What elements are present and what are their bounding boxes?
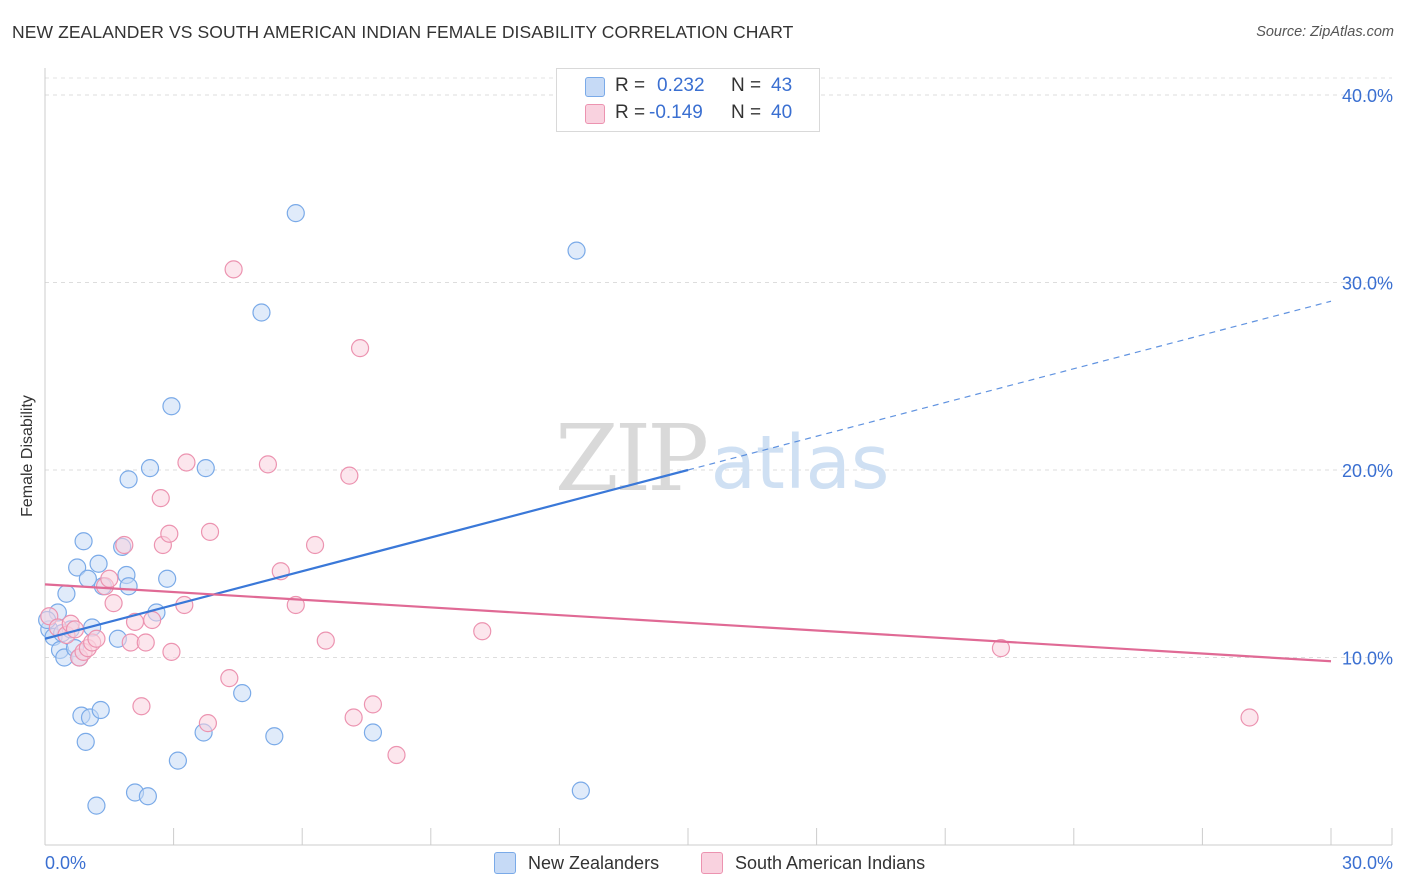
source-label: Source: ZipAtlas.com bbox=[1256, 24, 1394, 40]
point-south-american-indians bbox=[220, 669, 239, 688]
watermark-atlas: atlas bbox=[711, 420, 890, 506]
point-south-american-indians bbox=[473, 622, 492, 641]
legend-swatch bbox=[494, 852, 516, 874]
n-value: 40 bbox=[771, 102, 793, 123]
point-new-zealanders bbox=[286, 204, 305, 223]
point-new-zealanders bbox=[252, 303, 271, 322]
r-value: 0.232 bbox=[657, 75, 705, 96]
point-south-american-indians bbox=[100, 569, 119, 588]
legend-label: New Zealanders bbox=[528, 852, 660, 873]
legend-item-south-american-indians[interactable]: South American Indians bbox=[701, 851, 925, 875]
point-south-american-indians bbox=[350, 339, 370, 358]
point-new-zealanders bbox=[68, 558, 87, 577]
trend-line-extension bbox=[687, 300, 1332, 471]
point-south-american-indians bbox=[363, 695, 383, 714]
point-south-american-indians bbox=[991, 639, 1011, 658]
point-new-zealanders bbox=[119, 577, 138, 596]
point-south-american-indians bbox=[344, 708, 363, 727]
point-new-zealanders bbox=[233, 684, 252, 703]
point-new-zealanders bbox=[162, 397, 181, 416]
point-south-american-indians bbox=[115, 535, 134, 555]
point-south-american-indians bbox=[198, 714, 217, 733]
stats-swatch-new-zealanders bbox=[585, 77, 605, 97]
point-south-american-indians bbox=[305, 535, 325, 555]
stats-swatch-south-american-indians bbox=[585, 104, 605, 124]
point-south-american-indians bbox=[258, 455, 278, 474]
stats-row-south-american-indians: R = -0.149 N = 40 bbox=[557, 100, 819, 127]
point-new-zealanders bbox=[74, 532, 93, 551]
point-new-zealanders bbox=[138, 787, 157, 806]
legend-item-new-zealanders[interactable]: New Zealanders bbox=[494, 851, 659, 875]
r-value: -0.149 bbox=[649, 102, 703, 123]
point-new-zealanders bbox=[265, 727, 284, 746]
point-new-zealanders bbox=[76, 732, 95, 751]
point-south-american-indians bbox=[387, 745, 406, 765]
y-tick-label: 30.0% bbox=[1342, 274, 1393, 294]
n-label: N = bbox=[731, 102, 762, 123]
point-new-zealanders bbox=[78, 569, 97, 588]
point-south-american-indians bbox=[132, 697, 151, 716]
y-tick-label: 10.0% bbox=[1342, 649, 1393, 669]
point-new-zealanders bbox=[89, 554, 108, 573]
r-label: R = bbox=[615, 75, 646, 96]
point-new-zealanders bbox=[57, 584, 76, 603]
point-south-american-indians bbox=[1240, 708, 1259, 727]
y-tick-label: 40.0% bbox=[1342, 86, 1393, 106]
point-south-american-indians bbox=[286, 595, 305, 615]
point-new-zealanders bbox=[168, 751, 187, 770]
point-south-american-indians bbox=[136, 633, 155, 652]
point-south-american-indians bbox=[87, 629, 106, 648]
point-south-american-indians bbox=[177, 453, 196, 472]
point-south-american-indians bbox=[151, 489, 170, 508]
point-south-american-indians bbox=[224, 260, 243, 279]
point-new-zealanders bbox=[140, 459, 160, 478]
chart-title: NEW ZEALANDER VS SOUTH AMERICAN INDIAN F… bbox=[12, 22, 794, 42]
point-new-zealanders bbox=[87, 796, 106, 815]
trend-line-new-zealanders bbox=[44, 468, 689, 640]
point-south-american-indians bbox=[104, 594, 123, 613]
trend-line-south-american-indians bbox=[44, 583, 1332, 663]
point-south-american-indians bbox=[162, 642, 181, 661]
point-new-zealanders bbox=[567, 241, 586, 260]
watermark-zip: ZIP bbox=[555, 405, 706, 512]
point-south-american-indians bbox=[316, 631, 335, 650]
point-new-zealanders bbox=[571, 781, 590, 800]
point-new-zealanders bbox=[119, 470, 138, 489]
point-new-zealanders bbox=[363, 723, 383, 742]
point-new-zealanders bbox=[158, 569, 177, 588]
x-tick-label: 0.0% bbox=[45, 853, 86, 873]
stats-box: R = 0.232 N = 43 R = -0.149 N = 40 bbox=[556, 68, 820, 132]
point-south-american-indians bbox=[175, 595, 194, 615]
r-label: R = bbox=[615, 102, 646, 123]
legend-swatch bbox=[701, 852, 723, 874]
y-tick-label: 20.0% bbox=[1342, 461, 1393, 481]
point-new-zealanders bbox=[196, 459, 215, 478]
legend-label: South American Indians bbox=[735, 852, 926, 873]
point-south-american-indians bbox=[200, 522, 220, 541]
point-south-american-indians bbox=[340, 466, 359, 485]
n-value: 43 bbox=[771, 75, 793, 96]
x-tick-label: 30.0% bbox=[1342, 853, 1393, 873]
stats-row-new-zealanders: R = 0.232 N = 43 bbox=[557, 73, 819, 100]
point-south-american-indians bbox=[143, 610, 162, 630]
n-label: N = bbox=[731, 75, 762, 96]
point-new-zealanders bbox=[91, 700, 110, 720]
point-south-american-indians bbox=[160, 524, 179, 543]
